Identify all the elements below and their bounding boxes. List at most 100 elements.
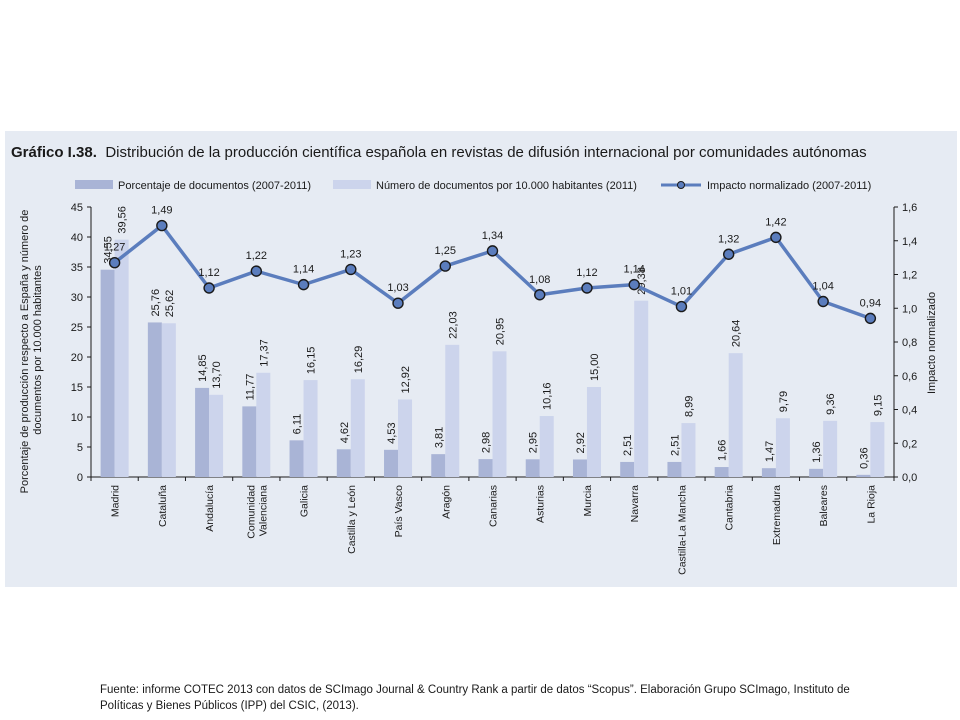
- chart-canvas: Gráfico I.38. Distribución de la producc…: [11, 144, 938, 575]
- impact-point: [156, 219, 168, 232]
- impact-label: 1,34: [482, 230, 503, 242]
- category-label: País Vasco: [393, 485, 405, 537]
- category-label: ComunidadValenciana: [245, 485, 269, 539]
- bar-percent: [289, 440, 304, 477]
- bar-percent-label: 11,77: [244, 374, 256, 401]
- bar-docs: [728, 353, 743, 477]
- chart-title-text: Distribución de la producción científica…: [105, 144, 866, 161]
- bar-docs-label: 9,79: [778, 391, 790, 412]
- bar-docs-label: 16,29: [353, 346, 365, 374]
- y2-axis: 0,0 0,2 0,4 0,6 0,8 1,0 1,2 1,4 1,6: [893, 202, 917, 484]
- bar-percent: [667, 461, 682, 477]
- category-label-line: Murcia: [582, 485, 594, 517]
- bar-percent-label: 2,51: [622, 435, 634, 456]
- bar-percent: [856, 474, 871, 477]
- category-label: Extremadura: [771, 485, 783, 545]
- bars-layer: [90, 239, 895, 481]
- bar-percent: [572, 459, 587, 477]
- impact-point: [534, 289, 546, 301]
- bar-percent: [384, 449, 399, 477]
- impact-point: [722, 248, 735, 260]
- bar-docs-label: 15,00: [589, 353, 601, 381]
- impact-label: 1,08: [529, 274, 550, 286]
- bar-docs-label: 9,15: [872, 395, 884, 416]
- bar-docs-label: 17,37: [258, 339, 270, 367]
- category-label: Andalucía: [204, 485, 216, 532]
- chart-title: Gráfico I.38. Distribución de la producc…: [11, 144, 867, 161]
- bar-docs-label: 10,16: [542, 383, 554, 411]
- impact-point: [817, 295, 829, 308]
- impact-point: [581, 282, 593, 294]
- impact-label: 1,42: [765, 216, 786, 228]
- bar-percent: [478, 459, 493, 477]
- bar-percent-label: 3,81: [433, 427, 445, 448]
- bar-percent-label: 1,66: [717, 440, 729, 461]
- bar-percent-label: 34,55: [103, 236, 115, 264]
- category-label: Cantabria: [724, 485, 736, 531]
- category-label: Baleares: [818, 485, 830, 526]
- y-tick-label: 45: [71, 202, 83, 214]
- legend-label-impact: Impacto normalizado (2007-2011): [707, 180, 871, 192]
- bar-docs-label: 20,95: [495, 318, 507, 346]
- impact-point: [297, 278, 310, 291]
- y2-tick-label: 1,4: [902, 236, 917, 248]
- y-tick-label: 40: [71, 232, 83, 244]
- bar-percent: [336, 449, 351, 477]
- y2-tick-label: 0,0: [902, 472, 917, 484]
- y-tick-label: 35: [71, 262, 83, 274]
- bar-percent-label: 2,98: [481, 432, 493, 453]
- y-tick-label: 0: [77, 472, 83, 484]
- bar-docs: [350, 379, 365, 477]
- bar-docs-label: 16,15: [306, 347, 318, 375]
- impact-label: 1,23: [340, 248, 361, 260]
- impact-label: 1,14: [623, 264, 644, 276]
- impact-point: [628, 278, 640, 291]
- y-tick-label: 30: [71, 292, 83, 304]
- bar-percent-label: 14,85: [197, 354, 209, 382]
- impact-label: 1,49: [151, 205, 172, 217]
- bar-percent: [620, 461, 635, 477]
- bar-percent: [809, 468, 824, 477]
- category-label-line: Canarias: [488, 485, 500, 527]
- y-axis-label-line1: Porcentaje de producción respecto a Espa…: [19, 210, 31, 494]
- y2-tick-label: 0,4: [902, 405, 917, 417]
- impact-label: 0,94: [860, 297, 881, 309]
- category-label-line: País Vasco: [393, 485, 405, 537]
- impact-label: 1,27: [104, 242, 125, 254]
- impact-label: 1,32: [718, 233, 739, 245]
- bar-docs: [161, 323, 176, 477]
- category-label-line: Cantabria: [724, 485, 736, 531]
- category-label-line: La Rioja: [865, 485, 877, 524]
- bar-docs-label: 25,62: [164, 290, 176, 318]
- category-label: La Rioja: [865, 485, 877, 524]
- impact-label: 1,04: [812, 281, 833, 293]
- impact-label: 1,01: [671, 286, 692, 298]
- bar-docs-label: 39,56: [117, 206, 129, 234]
- impact-point: [203, 282, 215, 294]
- impact-label: 1,12: [198, 267, 219, 279]
- y2-tick-label: 0,6: [902, 371, 917, 383]
- y-tick-label: 10: [71, 412, 83, 424]
- y2-tick-label: 1,2: [902, 270, 917, 282]
- y2-tick-label: 1,0: [902, 303, 917, 315]
- bar-percent-label: 0,36: [858, 447, 870, 468]
- impact-point: [486, 245, 499, 257]
- chart-panel: Gráfico I.38. Distribución de la producc…: [5, 131, 957, 587]
- bar-percent-label: 6,11: [292, 414, 304, 435]
- impact-label: 1,12: [576, 267, 597, 279]
- bar-docs-label: 9,36: [825, 393, 837, 414]
- category-label-line: Comunidad: [245, 485, 257, 539]
- bar-percent: [100, 269, 115, 477]
- category-label: Navarra: [629, 485, 641, 523]
- bar-percent: [431, 454, 446, 477]
- y-tick-label: 15: [71, 382, 83, 394]
- y-axis-label-line2: documentos por 10.000 habitantes: [32, 265, 44, 435]
- impact-point: [345, 263, 357, 276]
- bar-percent: [714, 467, 729, 477]
- bar-docs: [209, 394, 224, 477]
- category-label-line: Extremadura: [771, 485, 783, 545]
- bar-percent-label: 2,51: [669, 435, 681, 456]
- category-label: Castilla y León: [346, 485, 358, 554]
- legend-label-percent: Porcentaje de documentos (2007-2011): [118, 180, 311, 192]
- chart-title-prefix: Gráfico I.38.: [11, 144, 97, 161]
